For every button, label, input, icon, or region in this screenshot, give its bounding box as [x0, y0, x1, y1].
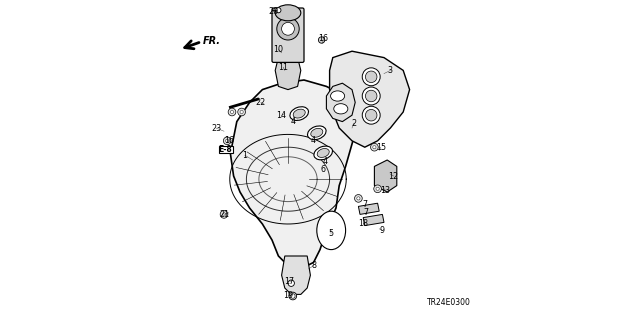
- Circle shape: [319, 37, 325, 43]
- Circle shape: [282, 22, 294, 35]
- Text: 15: 15: [376, 143, 386, 152]
- Text: 20: 20: [269, 7, 278, 16]
- Ellipse shape: [314, 146, 333, 160]
- Circle shape: [228, 108, 236, 116]
- FancyBboxPatch shape: [272, 8, 304, 62]
- Text: 22: 22: [255, 98, 266, 107]
- Circle shape: [355, 195, 362, 202]
- Circle shape: [226, 139, 229, 142]
- Text: 4: 4: [311, 136, 316, 145]
- Text: 7: 7: [364, 208, 369, 217]
- Text: 8: 8: [311, 261, 316, 270]
- Text: 5: 5: [328, 229, 334, 238]
- Text: FR.: FR.: [204, 36, 221, 46]
- Text: TR24E0300: TR24E0300: [426, 298, 470, 307]
- Polygon shape: [275, 54, 301, 90]
- Circle shape: [365, 109, 377, 121]
- Circle shape: [362, 68, 380, 86]
- Ellipse shape: [311, 128, 323, 137]
- Text: 1: 1: [243, 151, 247, 160]
- Text: 13: 13: [381, 186, 390, 195]
- Text: 16: 16: [318, 34, 328, 43]
- Text: 19: 19: [283, 292, 293, 300]
- Ellipse shape: [317, 148, 329, 157]
- Circle shape: [365, 71, 377, 83]
- Polygon shape: [330, 51, 410, 147]
- Text: 4: 4: [323, 157, 327, 166]
- Circle shape: [357, 197, 360, 200]
- Circle shape: [220, 211, 228, 218]
- Text: 14: 14: [276, 111, 287, 120]
- Text: 4: 4: [291, 117, 295, 126]
- Circle shape: [238, 108, 246, 116]
- Circle shape: [362, 106, 380, 124]
- Ellipse shape: [307, 126, 326, 140]
- Circle shape: [288, 280, 294, 286]
- Circle shape: [276, 8, 281, 13]
- Circle shape: [374, 185, 381, 193]
- Text: 17: 17: [285, 277, 294, 286]
- Circle shape: [362, 87, 380, 105]
- Circle shape: [289, 292, 296, 300]
- Circle shape: [291, 294, 295, 298]
- Ellipse shape: [290, 107, 308, 120]
- Circle shape: [223, 213, 226, 216]
- Text: E-8: E-8: [219, 145, 232, 154]
- Text: 12: 12: [388, 172, 399, 180]
- Circle shape: [372, 146, 376, 149]
- Text: 6: 6: [321, 165, 326, 174]
- Polygon shape: [374, 160, 397, 192]
- Ellipse shape: [331, 91, 345, 101]
- Text: 2: 2: [351, 119, 356, 128]
- Polygon shape: [364, 214, 384, 226]
- Polygon shape: [282, 256, 310, 294]
- Ellipse shape: [334, 104, 348, 114]
- Polygon shape: [358, 203, 380, 214]
- Polygon shape: [326, 83, 355, 122]
- Text: 18: 18: [358, 220, 368, 228]
- Circle shape: [230, 110, 234, 114]
- FancyBboxPatch shape: [219, 146, 233, 153]
- Circle shape: [365, 90, 377, 102]
- Text: 10: 10: [273, 45, 284, 54]
- Circle shape: [240, 110, 243, 114]
- Text: 11: 11: [278, 63, 288, 72]
- Ellipse shape: [275, 5, 301, 21]
- Text: 3: 3: [388, 66, 393, 75]
- Circle shape: [277, 18, 300, 40]
- Text: 16: 16: [224, 136, 234, 145]
- Circle shape: [371, 143, 378, 151]
- Text: 23: 23: [211, 124, 221, 132]
- Polygon shape: [230, 80, 358, 269]
- Circle shape: [223, 137, 231, 145]
- Text: 9: 9: [380, 226, 385, 235]
- Circle shape: [376, 187, 380, 190]
- Text: 21: 21: [219, 210, 229, 219]
- Text: 7: 7: [362, 200, 367, 209]
- Ellipse shape: [293, 109, 305, 118]
- Ellipse shape: [317, 211, 346, 250]
